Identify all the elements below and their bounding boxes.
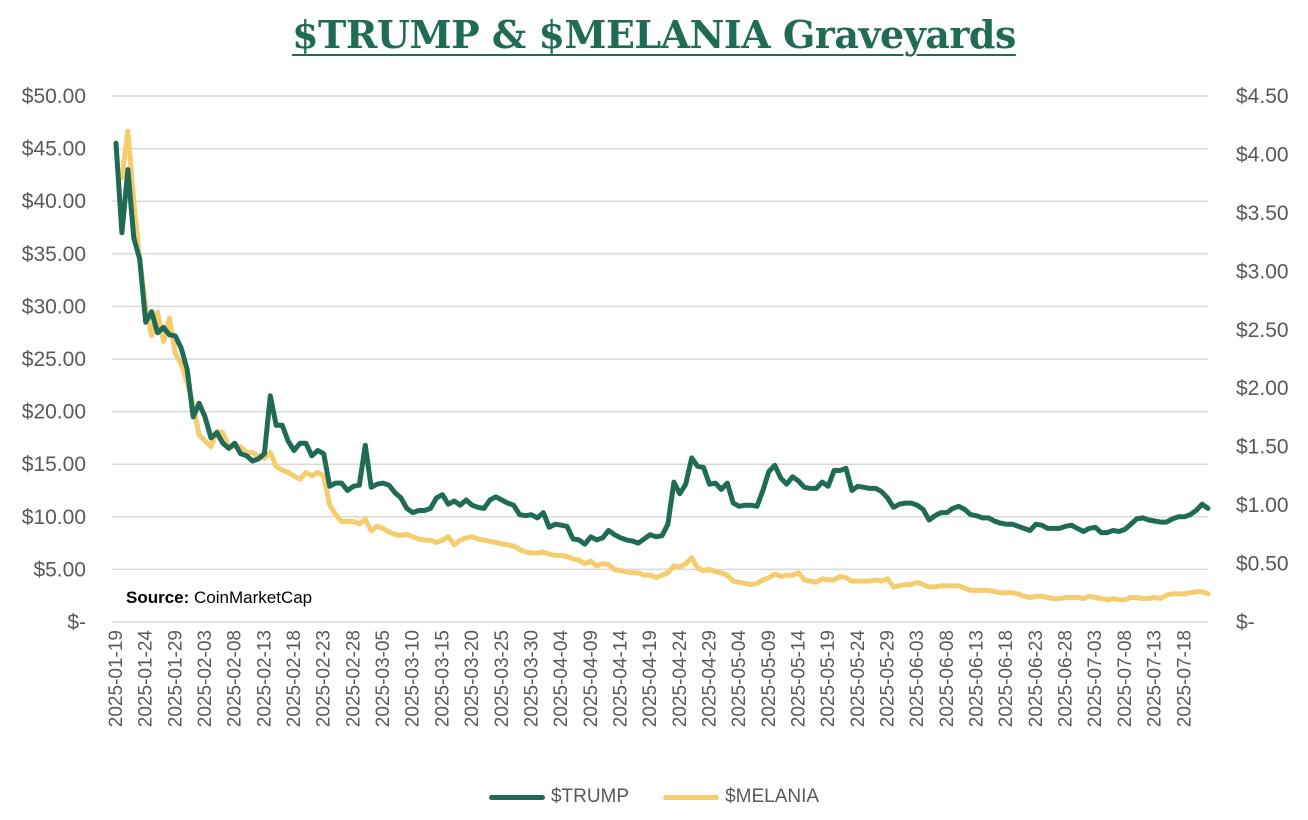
y-right-tick-label: $1.00 [1236,494,1289,517]
chart-title: $TRUMP & $MELANIA Graveyards [292,12,1016,57]
x-tick-label: 2025-04-19 [640,630,661,727]
series-line-trump [113,140,1211,547]
x-tick-label: 2025-04-09 [581,630,602,727]
y-left-tick-label: $5.00 [33,558,86,581]
x-tick-label: 2025-06-03 [907,630,928,727]
right-axis-ticks: $- $0.50 $1.00 $1.50 $2.00 $2.50 $3.00 $3.50 $4.… [1236,85,1289,634]
left-axis-ticks: $- $5.00 $10.00 $15.00 $20.00 $25.00 $30.00 $35… [22,85,86,634]
y-left-tick-label: $10.00 [22,506,86,529]
y-left-tick-label: $20.00 [22,401,86,424]
x-tick-label: 2025-01-19 [106,630,127,727]
y-right-tick-label: $1.50 [1236,436,1289,459]
x-tick-label: 2025-03-15 [432,630,453,727]
legend: $TRUMP $MELANIA [0,786,1308,808]
y-left-tick-label: $25.00 [22,348,86,371]
y-left-tick-label: $50.00 [22,85,86,108]
x-tick-label: 2025-04-24 [670,630,691,728]
y-left-tick-label: $30.00 [22,295,86,318]
source-label: Source: [126,588,190,607]
x-tick-label: 2025-03-25 [492,630,513,727]
x-tick-label: 2025-05-04 [729,630,750,728]
x-tick-label: 2025-06-08 [937,630,958,727]
source-note: Source: CoinMarketCap [126,588,312,608]
legend-label-melania: $MELANIA [725,786,820,807]
x-tick-label: 2025-02-18 [284,630,305,727]
x-tick-label: 2025-05-19 [818,630,839,727]
x-tick-label: 2025-04-14 [610,630,631,728]
legend-item-melania: $MELANIA [663,786,819,808]
x-tick-label: 2025-07-18 [1174,630,1195,727]
x-tick-label: 2025-06-13 [967,630,988,727]
x-tick-label: 2025-02-13 [254,630,275,727]
x-tick-label: 2025-06-18 [996,630,1017,727]
x-tick-label: 2025-06-28 [1056,630,1077,727]
y-right-tick-label: $2.50 [1236,319,1289,342]
x-tick-label: 2025-02-08 [225,630,246,727]
x-tick-label: 2025-05-14 [789,630,810,728]
x-tick-label: 2025-02-23 [314,630,335,727]
x-tick-label: 2025-02-03 [195,630,216,727]
legend-label-trump: $TRUMP [550,786,630,807]
x-tick-label: 2025-07-03 [1085,630,1106,727]
series-line-melania [119,128,1211,603]
x-tick-label: 2025-01-29 [165,630,186,727]
x-tick-label: 2025-01-24 [136,630,157,728]
y-left-tick-label: $40.00 [22,190,86,213]
legend-item-trump: $TRUMP [488,786,630,808]
y-right-tick-label: $4.50 [1236,85,1289,108]
x-tick-label: 2025-03-05 [373,630,394,727]
y-right-tick-label: $2.00 [1236,377,1289,400]
y-left-tick-label: $15.00 [22,453,86,476]
y-right-tick-label: $0.50 [1236,553,1289,576]
x-tick-label: 2025-03-10 [403,630,424,727]
y-right-tick-label: $3.50 [1236,202,1289,225]
y-left-tick-label: $35.00 [22,243,86,266]
x-tick-label: 2025-06-23 [1026,630,1047,727]
x-tick-label: 2025-07-13 [1145,630,1166,727]
x-tick-label: 2025-05-09 [759,630,780,727]
x-tick-label: 2025-04-29 [699,630,720,727]
y-right-tick-label: $- [1236,611,1255,634]
y-right-tick-label: $4.00 [1236,143,1289,166]
x-tick-label: 2025-07-08 [1115,630,1136,727]
series-lines [113,128,1211,603]
y-right-tick-label: $3.00 [1236,260,1289,283]
x-tick-label: 2025-03-20 [462,630,483,727]
legend-swatch-melania [663,794,720,800]
x-tick-label: 2025-05-24 [848,630,869,728]
legend-swatch-trump [488,794,545,800]
source-text: CoinMarketCap [194,588,313,607]
x-axis-ticks: 2025-01-19 2025-01-24 2025-01-29 2025-02-03… [106,630,1195,728]
y-left-tick-label: $45.00 [22,138,86,161]
y-left-tick-label: $- [67,611,86,634]
x-tick-label: 2025-02-28 [343,630,364,727]
x-tick-label: 2025-04-04 [551,630,572,728]
x-tick-label: 2025-05-29 [878,630,899,727]
gridlines [112,95,1208,623]
x-tick-label: 2025-03-30 [521,630,542,727]
